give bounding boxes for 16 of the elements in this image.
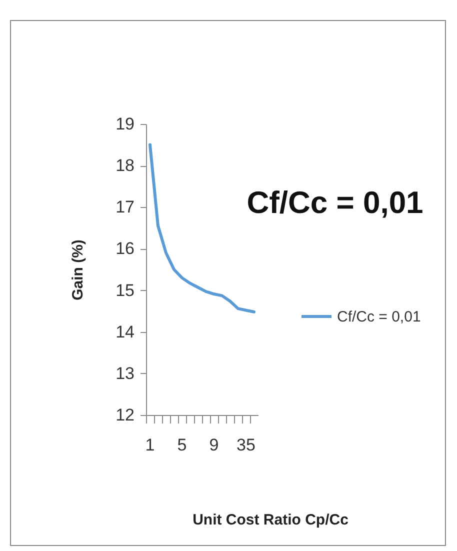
y-tick-label: 14 bbox=[116, 322, 134, 342]
y-tick-label: 16 bbox=[116, 239, 134, 258]
y-axis-title: Gain (%) bbox=[70, 240, 87, 300]
legend-label: Cf/Cc = 0,01 bbox=[337, 308, 421, 326]
x-tick-label: 9 bbox=[209, 436, 219, 454]
x-axis-title: Unit Cost Ratio Cp/Cc bbox=[192, 512, 348, 528]
y-tick-label: 18 bbox=[116, 156, 134, 176]
annotation: Cf/Cc = 0,01 bbox=[246, 185, 424, 220]
y-tick-label: 17 bbox=[116, 198, 134, 217]
x-tick-label: 35 bbox=[236, 436, 256, 454]
y-tick-label: 13 bbox=[116, 364, 134, 383]
y-tick-label: 12 bbox=[116, 406, 134, 424]
x-tick-label: 5 bbox=[177, 436, 187, 454]
y-tick-label: 15 bbox=[116, 280, 134, 300]
y-tick-label: 19 bbox=[116, 114, 134, 134]
x-tick-label: 1 bbox=[145, 436, 155, 454]
